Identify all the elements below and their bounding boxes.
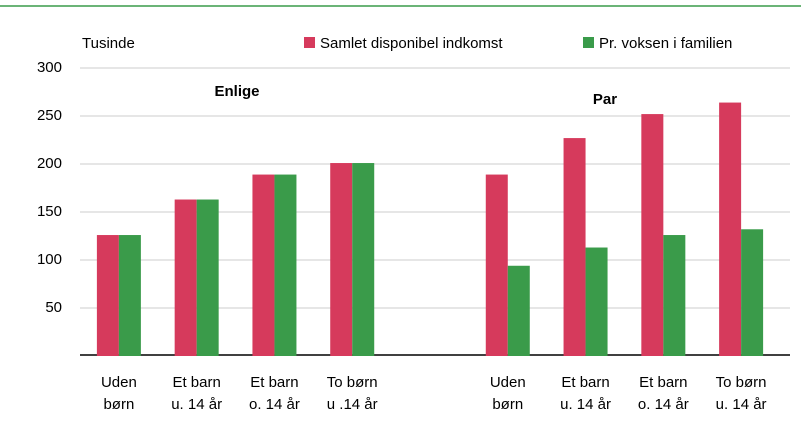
bar [330,163,353,356]
y-tick-label: 300 [37,59,62,76]
x-tick-label: Et barn u. 14 år [560,374,611,413]
bar [563,138,586,356]
x-tick-label: Uden børn [100,374,137,413]
bar [719,102,742,356]
legend-label: Samlet disponibel indkomst [320,35,503,52]
bar [485,174,508,356]
bar [174,199,197,356]
x-tick-label: Et barn o. 14 år [249,374,300,413]
legend-swatch [583,37,594,48]
x-tick-label: To børn u .14 år [326,374,378,413]
legend-label: Pr. voksen i familien [599,35,732,52]
bar [196,199,219,356]
bar [118,235,141,356]
bar [507,265,530,356]
group-label: Par [593,91,617,108]
y-axis-label: Tusinde [82,35,135,52]
bar [663,235,686,356]
x-tick-label: Uden børn [489,374,526,413]
bar [641,114,664,356]
x-tick-label: Et barn u. 14 år [171,374,223,413]
group-label: Enlige [214,83,259,100]
bar [741,229,764,356]
y-tick-label: 150 [37,203,62,220]
x-tick-label: To børn u. 14 år [715,374,767,413]
bar [96,235,119,356]
y-tick-label: 200 [37,155,62,172]
bar [274,174,297,356]
x-tick-label: Et barn o. 14 år [637,374,689,413]
y-tick-label: 100 [37,251,62,268]
legend-swatch [304,37,315,48]
bar [585,247,608,356]
y-tick-label: 250 [37,107,62,124]
bar [352,163,375,356]
bar [252,174,275,356]
y-tick-label: 50 [45,299,62,316]
